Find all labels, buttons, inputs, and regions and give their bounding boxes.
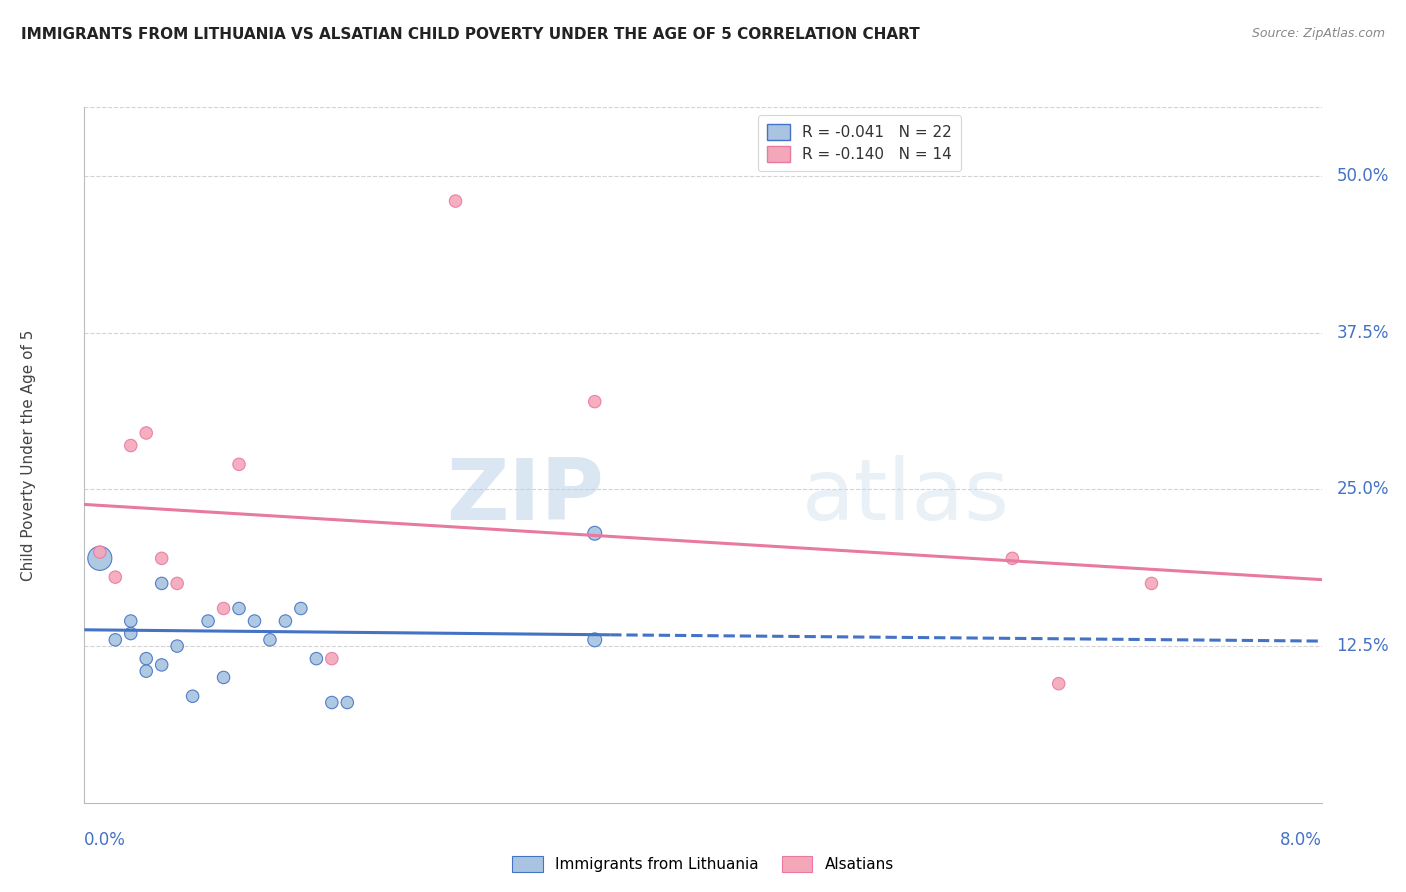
Text: IMMIGRANTS FROM LITHUANIA VS ALSATIAN CHILD POVERTY UNDER THE AGE OF 5 CORRELATI: IMMIGRANTS FROM LITHUANIA VS ALSATIAN CH… <box>21 27 920 42</box>
Point <box>120 614 142 628</box>
Point <box>212 601 235 615</box>
Text: 0.0%: 0.0% <box>84 830 127 848</box>
Point <box>150 576 173 591</box>
Point <box>305 651 328 665</box>
Point <box>583 526 606 541</box>
Point <box>1001 551 1024 566</box>
Point <box>336 696 359 710</box>
Text: 50.0%: 50.0% <box>1337 167 1389 185</box>
Point <box>228 458 250 472</box>
Text: 8.0%: 8.0% <box>1279 830 1322 848</box>
Text: ZIP: ZIP <box>446 455 605 538</box>
Point <box>89 545 111 559</box>
Point <box>444 194 467 208</box>
Point <box>583 632 606 647</box>
Point <box>197 614 219 628</box>
Legend: Immigrants from Lithuania, Alsatians: Immigrants from Lithuania, Alsatians <box>505 848 901 880</box>
Point <box>135 425 157 440</box>
Text: 25.0%: 25.0% <box>1337 481 1389 499</box>
Point <box>166 639 188 653</box>
Point <box>120 438 142 452</box>
Point <box>135 664 157 678</box>
Point <box>321 651 343 665</box>
Point <box>1140 576 1163 591</box>
Point <box>150 551 173 566</box>
Point <box>104 570 127 584</box>
Point <box>150 657 173 672</box>
Point <box>166 576 188 591</box>
Text: Source: ZipAtlas.com: Source: ZipAtlas.com <box>1251 27 1385 40</box>
Text: 37.5%: 37.5% <box>1337 324 1389 342</box>
Point <box>243 614 266 628</box>
Point <box>181 690 204 704</box>
Text: atlas: atlas <box>801 455 1010 538</box>
Point <box>89 551 111 566</box>
Point <box>228 601 250 615</box>
Point <box>104 632 127 647</box>
Legend: R = -0.041   N = 22, R = -0.140   N = 14: R = -0.041 N = 22, R = -0.140 N = 14 <box>758 115 962 171</box>
Point <box>1047 676 1070 690</box>
Point <box>583 394 606 409</box>
Point <box>290 601 312 615</box>
Point <box>259 632 281 647</box>
Text: Child Poverty Under the Age of 5: Child Poverty Under the Age of 5 <box>21 329 37 581</box>
Point <box>212 670 235 684</box>
Point <box>135 651 157 665</box>
Point <box>274 614 297 628</box>
Text: 12.5%: 12.5% <box>1337 637 1389 655</box>
Point <box>120 626 142 640</box>
Point <box>321 696 343 710</box>
